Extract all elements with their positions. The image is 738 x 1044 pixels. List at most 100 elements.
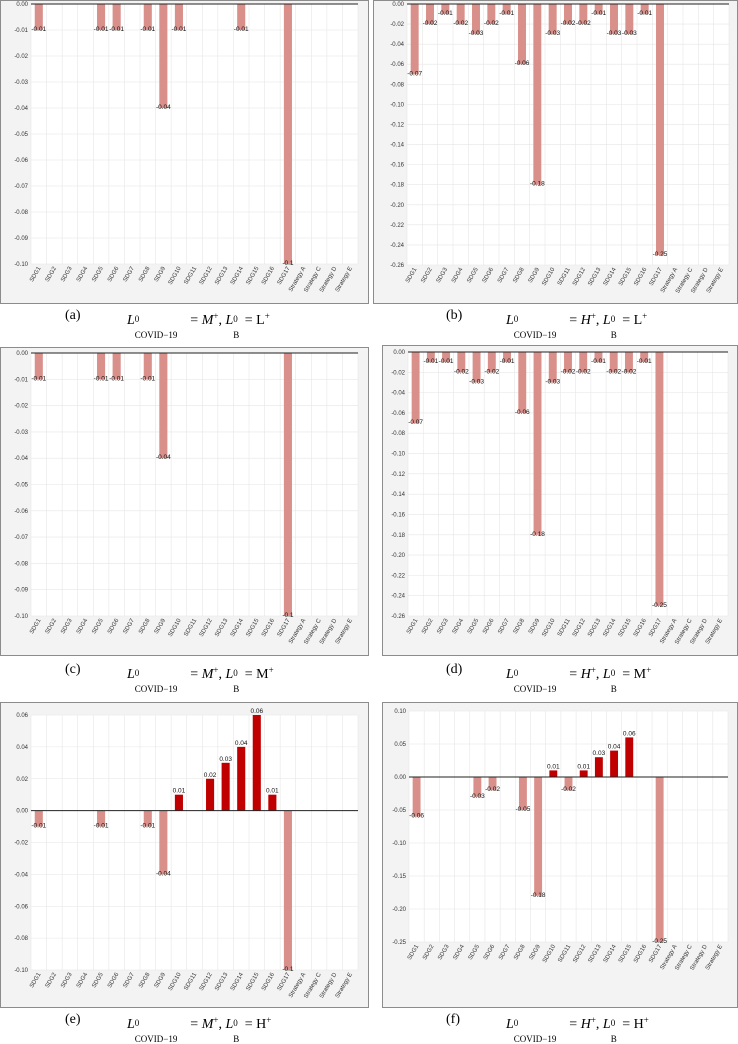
y-tick-label: 0.04 (16, 745, 28, 751)
data-label: -0.01 (591, 10, 606, 17)
y-tick-label: 0.10 (394, 709, 406, 715)
bar (548, 4, 557, 35)
bar (655, 777, 664, 942)
y-tick-label: -0.02 (391, 370, 405, 376)
data-label: -0.01 (234, 26, 249, 33)
bar (610, 4, 618, 35)
bar (624, 352, 633, 373)
bar (487, 4, 496, 25)
bar (143, 810, 152, 827)
chart-panel-f: 0.10 0.05 0.00 -0.05 -0.10 -0.15 -0.20 -0.25 -0.… (382, 702, 738, 1008)
y-tick-label: -0.26 (390, 263, 404, 269)
bar (143, 353, 152, 380)
bar (533, 352, 542, 535)
bar (518, 777, 527, 810)
data-label: -0.03 (622, 30, 637, 37)
y-tick-label: -0.24 (390, 243, 404, 249)
bar (237, 4, 246, 30)
bar (34, 4, 43, 30)
bar (159, 4, 168, 108)
data-label: -0.02 (454, 368, 469, 375)
bar (503, 352, 512, 363)
y-tick-label: -0.10 (391, 452, 405, 458)
y-tick-label: 0.00 (393, 350, 405, 356)
bar (426, 352, 435, 363)
caption-letter: (c) (65, 662, 81, 677)
data-label: -0.04 (156, 870, 171, 877)
y-tick-label: -0.20 (390, 203, 404, 209)
data-label: -0.02 (622, 368, 637, 375)
caption-letter: (b) (446, 308, 463, 323)
bar (143, 4, 152, 30)
y-tick-label: -0.04 (14, 106, 28, 112)
bar (34, 353, 43, 380)
bar (97, 353, 106, 380)
bar (283, 810, 292, 970)
bar-chart-b: 0.00 -0.02 -0.04 -0.06 -0.08 -0.10 -0.12 -0.14 -… (373, 0, 738, 304)
data-label: -0.01 (94, 823, 109, 830)
y-tick-label: 0.00 (16, 351, 28, 357)
data-label: -0.01 (637, 358, 652, 365)
plot-area (409, 711, 728, 942)
data-label: -0.02 (484, 20, 499, 27)
y-tick-label: -0.09 (14, 588, 28, 594)
bar (268, 794, 277, 811)
data-label: -0.03 (545, 30, 560, 37)
plot-area (407, 4, 729, 265)
bar (472, 352, 481, 383)
data-label: -0.03 (607, 30, 622, 37)
data-label: -0.04 (156, 454, 171, 461)
y-tick-label: -0.04 (14, 872, 28, 878)
data-label: -0.01 (423, 358, 438, 365)
data-label: -0.01 (109, 26, 124, 33)
bar (441, 4, 450, 15)
chart-panel-d: 0.00 -0.02 -0.04 -0.06 -0.08 -0.10 -0.12 -0.14 -… (382, 345, 738, 656)
y-tick-label: -0.20 (392, 907, 406, 913)
bar (237, 746, 246, 811)
bar (411, 352, 420, 424)
y-tick-label: -0.18 (391, 533, 405, 539)
bar-chart-f: 0.10 0.05 0.00 -0.05 -0.10 -0.15 -0.20 -0.25 -0.… (382, 702, 738, 1008)
data-label: 0.03 (593, 750, 606, 757)
data-label: -0.01 (94, 375, 109, 382)
y-tick-label: -0.09 (14, 236, 28, 242)
data-label: -0.01 (500, 358, 515, 365)
data-label: -0.07 (408, 419, 423, 426)
bar (549, 770, 558, 777)
data-label: -0.18 (530, 181, 545, 188)
y-tick-label: -0.16 (390, 163, 404, 169)
y-tick-label: -0.14 (390, 143, 404, 149)
bar (283, 4, 292, 264)
data-label: -0.02 (561, 368, 576, 375)
bar (625, 4, 634, 35)
data-label: 0.04 (608, 744, 621, 751)
data-label: 0.02 (204, 772, 217, 779)
data-label: -0.01 (31, 823, 46, 830)
y-tick-label: -0.05 (392, 808, 406, 814)
bar (594, 4, 603, 15)
data-label: -0.1 (282, 966, 294, 973)
data-label: -0.02 (561, 786, 576, 793)
data-label: -0.01 (140, 823, 155, 830)
y-tick-label: -0.05 (14, 132, 28, 138)
bar (564, 4, 572, 25)
bar-chart-e: 0.06 0.04 0.02 0.00 -0.02 -0.04 -0.06 -0.08 -0.1… (0, 702, 369, 1008)
y-tick-label: 0.06 (16, 713, 28, 719)
bar (640, 352, 649, 363)
y-tick-label: -0.20 (391, 553, 405, 559)
bar (221, 762, 230, 811)
y-tick-label: -0.22 (390, 223, 404, 229)
data-label: -0.06 (409, 813, 424, 820)
data-label: -0.25 (652, 602, 667, 609)
data-label: -0.03 (470, 793, 485, 800)
data-label: 0.06 (623, 730, 636, 737)
bar (594, 757, 603, 777)
y-tick-label: -0.12 (390, 122, 404, 128)
bar (625, 737, 634, 777)
bar (548, 352, 557, 383)
bar (610, 750, 619, 777)
data-label: -0.04 (156, 104, 171, 111)
